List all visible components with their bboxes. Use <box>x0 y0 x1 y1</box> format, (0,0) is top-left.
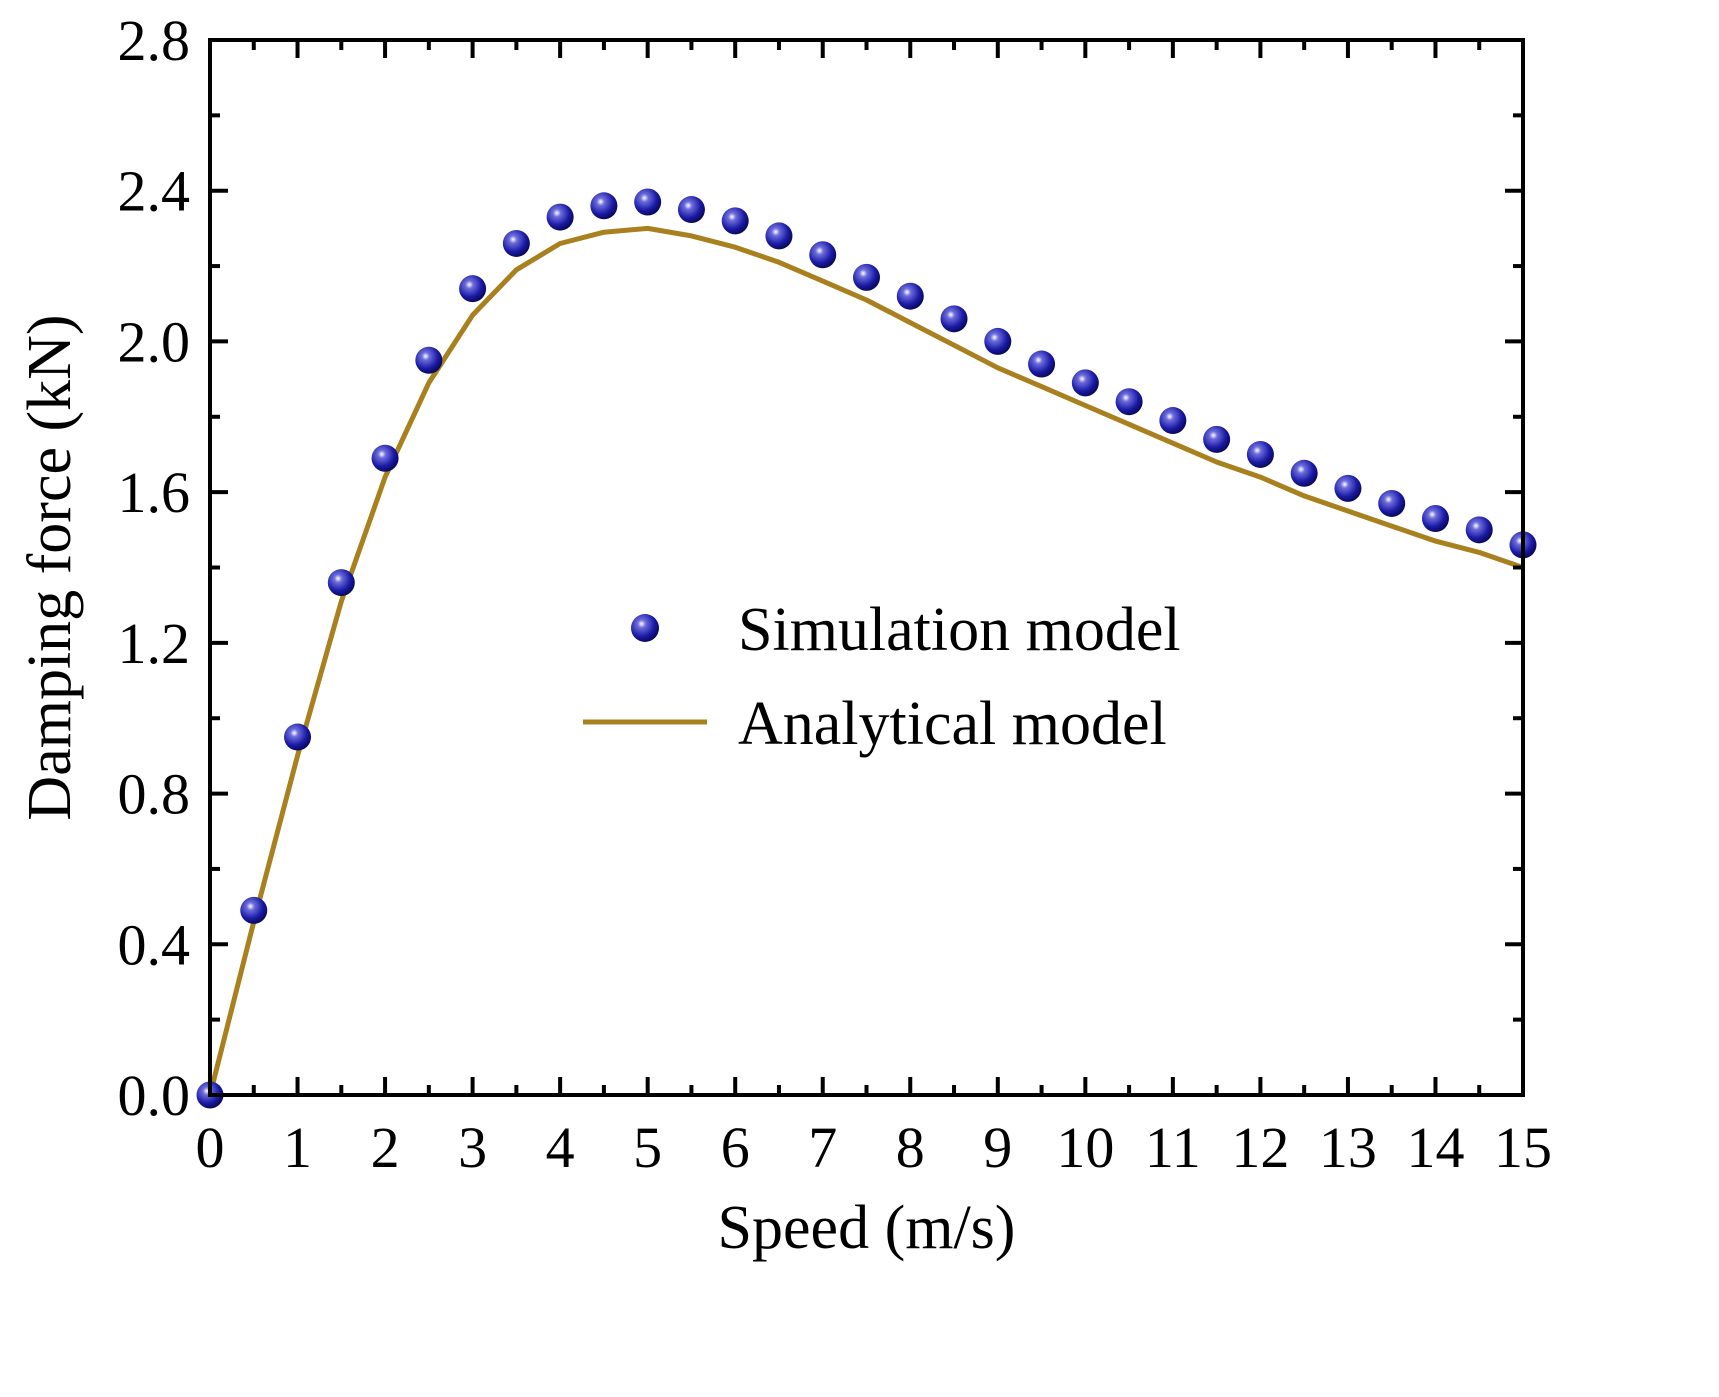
simulation-point <box>1159 407 1187 435</box>
x-tick-label: 0 <box>196 1115 225 1180</box>
x-tick-label: 7 <box>808 1115 837 1180</box>
simulation-point <box>1115 388 1143 416</box>
x-tick-label: 2 <box>371 1115 400 1180</box>
x-tick-label: 15 <box>1494 1115 1552 1180</box>
y-tick-labels: 0.0 0.4 0.8 1.2 1.6 2.0 2.4 2.8 <box>118 8 191 1128</box>
simulation-point <box>1378 489 1406 517</box>
simulation-point <box>634 188 662 216</box>
simulation-point <box>1246 440 1274 468</box>
simulation-point <box>1203 425 1231 453</box>
y-tick-label: 1.6 <box>118 460 191 525</box>
plot-frame <box>208 38 1525 1097</box>
y-tick-label: 2.0 <box>118 309 191 374</box>
simulation-point <box>1071 369 1099 397</box>
x-tick-label: 3 <box>458 1115 487 1180</box>
axis-ticks <box>208 38 1525 1097</box>
x-tick-label: 13 <box>1319 1115 1377 1180</box>
simulation-point <box>1334 474 1362 502</box>
simulation-point <box>853 263 880 291</box>
simulation-point <box>677 196 705 224</box>
x-tick-label: 9 <box>983 1115 1012 1180</box>
simulation-point <box>984 327 1012 355</box>
simulation-point <box>1028 350 1056 378</box>
legend-label-simulation: Simulation model <box>738 596 1181 664</box>
x-tick-label: 10 <box>1056 1115 1114 1180</box>
x-tick-label: 5 <box>633 1115 662 1180</box>
simulation-point <box>459 275 487 303</box>
simulation-point <box>371 444 399 472</box>
simulation-point <box>721 207 749 235</box>
y-tick-label: 1.2 <box>118 611 191 676</box>
x-tick-label: 14 <box>1406 1115 1464 1180</box>
x-tick-label: 11 <box>1145 1115 1201 1180</box>
x-tick-label: 4 <box>546 1115 575 1180</box>
simulation-point <box>327 569 355 597</box>
simulation-point <box>1421 505 1449 533</box>
simulation-point <box>896 282 924 310</box>
x-tick-label: 8 <box>896 1115 925 1180</box>
x-tick-label: 12 <box>1231 1115 1289 1180</box>
legend-label-analytical: Analytical model <box>738 690 1167 758</box>
simulation-point <box>809 241 837 269</box>
legend-marker-simulation <box>631 614 659 642</box>
simulation-point <box>765 222 793 250</box>
x-tick-label: 1 <box>283 1115 312 1180</box>
simulation-point <box>940 305 968 333</box>
simulation-point <box>502 229 530 257</box>
y-axis-title: Damping force (kN) <box>16 314 84 820</box>
simulation-point <box>415 346 443 374</box>
y-tick-label: 0.4 <box>118 912 191 977</box>
x-tick-labels: 0 1 2 3 4 5 6 7 8 9 10 11 12 13 14 15 <box>196 1115 1553 1180</box>
simulation-point <box>546 203 574 231</box>
y-tick-label: 0.8 <box>118 762 191 827</box>
y-tick-label: 0.0 <box>118 1063 191 1128</box>
simulation-point <box>1465 516 1493 544</box>
simulation-point <box>1290 459 1318 487</box>
x-tick-label: 6 <box>721 1115 750 1180</box>
y-tick-label: 2.4 <box>118 159 191 224</box>
simulation-point <box>590 192 618 220</box>
y-tick-label: 2.8 <box>118 8 191 73</box>
legend: Simulation model Analytical model <box>583 596 1181 758</box>
plot-series <box>196 188 1537 1109</box>
analytical-model-line <box>210 225 1523 1095</box>
simulation-point <box>284 723 312 751</box>
simulation-point <box>240 896 268 924</box>
x-axis-title: Speed (m/s) <box>718 1194 1016 1262</box>
